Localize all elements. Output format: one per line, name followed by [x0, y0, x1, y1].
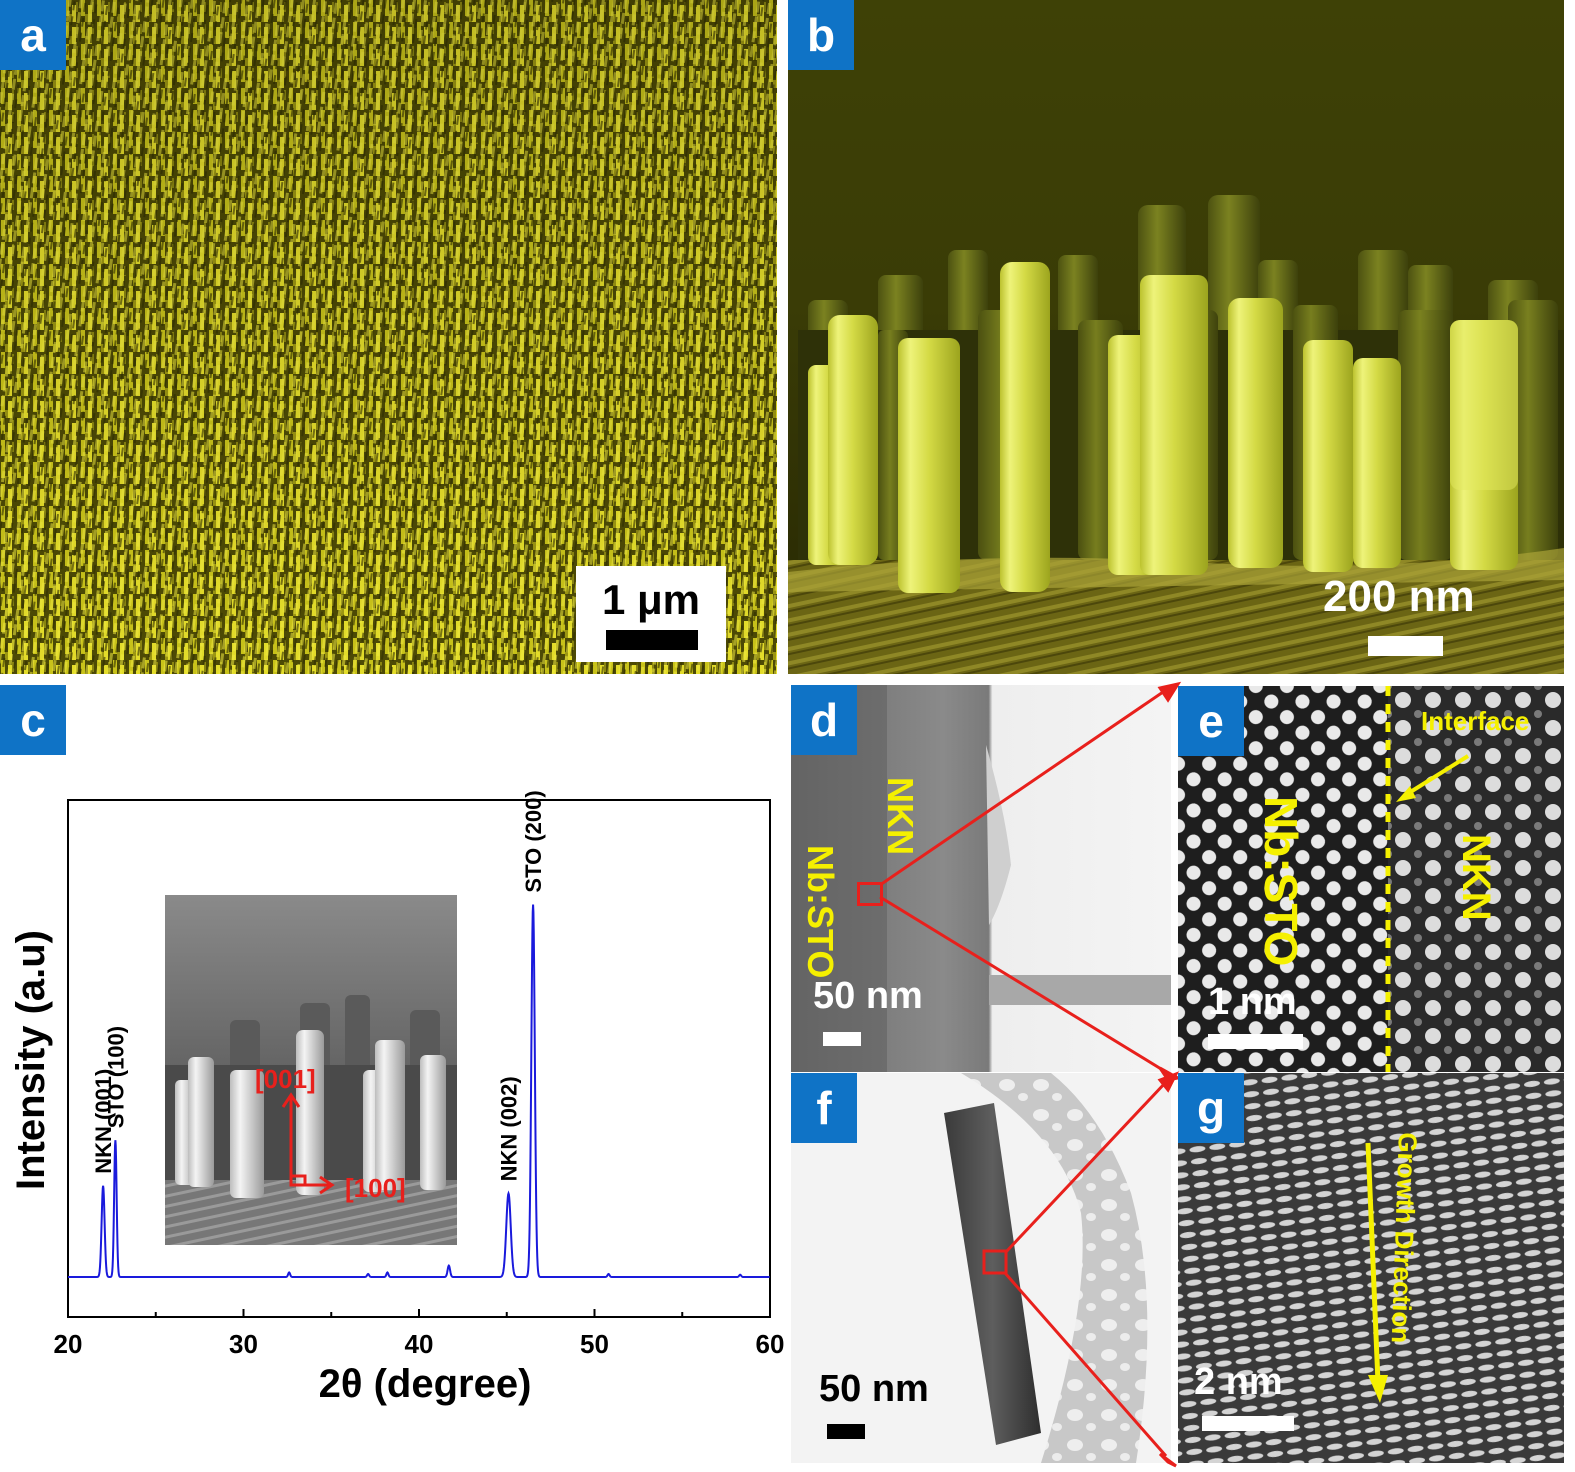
- xrd-series-line: [68, 904, 770, 1278]
- panel-a-scalebar-box: 1 μm: [576, 566, 726, 662]
- panel-g-scalebar-label: 2 nm: [1194, 1361, 1283, 1403]
- panel-a-sem-image: [0, 0, 777, 674]
- panel-d-scalebar-label: 50 nm: [813, 975, 923, 1017]
- inset-axis-100: [100]: [345, 1173, 406, 1203]
- inset-axes-arrows: [281, 1092, 335, 1195]
- x-tick-label-4: 60: [756, 1329, 785, 1359]
- panel-b-sem-image: [788, 0, 1564, 674]
- panel-a-scalebar-label: 1 μm: [601, 576, 701, 623]
- panel-e-interface-label: Interface: [1421, 706, 1530, 736]
- panel-f-scalebar-label: 50 nm: [819, 1368, 929, 1410]
- xrd-chart: 20 30 40 50 60 NKN (001)STO (100) NKN (002) ST…: [9, 790, 785, 1406]
- panel-b-scalebar-label: 200 nm: [1323, 572, 1475, 621]
- panel-e: e Interface Nb:STO NKN 1 nm: [1178, 686, 1564, 1072]
- panel-f: f 50 nm: [791, 1073, 1171, 1463]
- y-axis-label: Intensity (a.u): [9, 930, 53, 1190]
- panel-g-label: g: [1178, 1073, 1244, 1143]
- peak-label-1: STO (100): [103, 1026, 128, 1128]
- connector-f-g-top: [1003, 1080, 1168, 1255]
- panel-b: b 200 nm: [788, 0, 1564, 674]
- panel-d-scalebar: [823, 1032, 861, 1046]
- connector-d-e-bottom: [879, 895, 1167, 1074]
- panel-d-label: d: [791, 685, 857, 755]
- panel-c: c 20 30 40 50 60 NKN (001) STO (100) NKN (002)…: [0, 685, 790, 1472]
- peak-label-7: STO (200): [521, 790, 546, 892]
- panel-f-scalebar: [827, 1424, 865, 1439]
- peak-label-0: NKN (001): [91, 1069, 116, 1174]
- panel-g-scalebar: [1202, 1416, 1294, 1431]
- panel-a: a 1 μm: [0, 0, 777, 674]
- panel-f-label: f: [791, 1073, 857, 1143]
- peak-label-6: NKN (002): [497, 1076, 522, 1181]
- panel-a-scalebar: [606, 630, 698, 650]
- panel-d: d Nb:STO NKN 50 nm: [791, 685, 1171, 1072]
- panel-a-label: a: [0, 0, 66, 70]
- panel-d-selection-box: [857, 882, 883, 906]
- panel-g: g Growth Direction 2 nm: [1178, 1073, 1564, 1463]
- x-tick-label-3: 50: [580, 1329, 609, 1359]
- inset-sem-image: [165, 895, 457, 1245]
- panel-b-label: b: [788, 0, 854, 70]
- panel-e-scalebar-label: 1 nm: [1208, 981, 1297, 1023]
- panel-e-hrtem-image: [1178, 686, 1564, 1072]
- x-tick-label-2: 40: [405, 1329, 434, 1359]
- x-axis-label: 2θ (degree): [319, 1362, 532, 1406]
- panel-e-label: e: [1178, 686, 1244, 756]
- connector-f-g-bottom: [1003, 1272, 1168, 1457]
- inset-axis-001: [001]: [255, 1064, 316, 1094]
- panel-d-tem-image: [791, 685, 1171, 1072]
- x-tick-label-1: 30: [229, 1329, 258, 1359]
- panel-b-scalebar: [1368, 636, 1443, 656]
- x-tick-label-0: 20: [54, 1329, 83, 1359]
- panel-e-scalebar: [1208, 1034, 1303, 1049]
- panel-c-label: c: [0, 685, 66, 755]
- connector-d-e-top: [879, 688, 1167, 887]
